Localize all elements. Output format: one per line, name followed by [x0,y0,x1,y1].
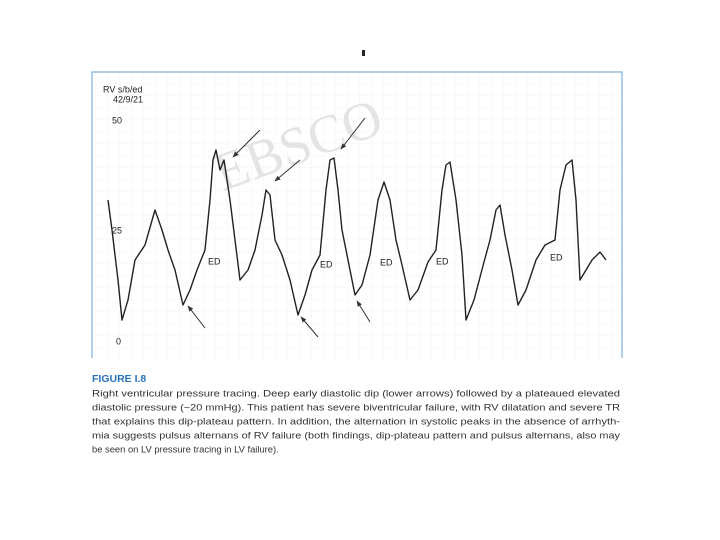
pressure-trace [107,149,607,321]
caption-line: that explains this dip-plateau pattern. … [92,415,620,426]
ed-label: ED [320,259,333,269]
y-label: 25 [112,225,122,235]
ed-label: ED [208,256,221,266]
speck [362,50,365,56]
ed-label: ED [380,257,393,267]
y-label: 0 [116,336,121,346]
caption-line: be seen on LV pressure tracing in LV fai… [92,443,279,454]
y-label: 50 [112,115,122,125]
grid [92,72,622,358]
arrows [187,117,371,338]
caption-title: FIGURE I.8 [92,373,146,385]
caption-line: diastolic pressure (~20 mmHg). This pati… [92,401,620,412]
ed-label: ED [550,252,563,262]
date: 42/9/21 [113,94,143,104]
caption: FIGURE I.8 Right ventricular pressure tr… [92,373,620,455]
ed-label: ED [436,256,449,266]
trace-label: RV s/b/ed [103,84,142,94]
figure: EBSCO RV s/b/ed 42/9/21 50 25 0 ED ED ED… [91,71,623,358]
caption-line: mia suggests pulsus alternans of RV fail… [92,429,620,440]
frame [91,71,623,358]
caption-line: Right ventricular pressure tracing. Deep… [92,387,620,398]
